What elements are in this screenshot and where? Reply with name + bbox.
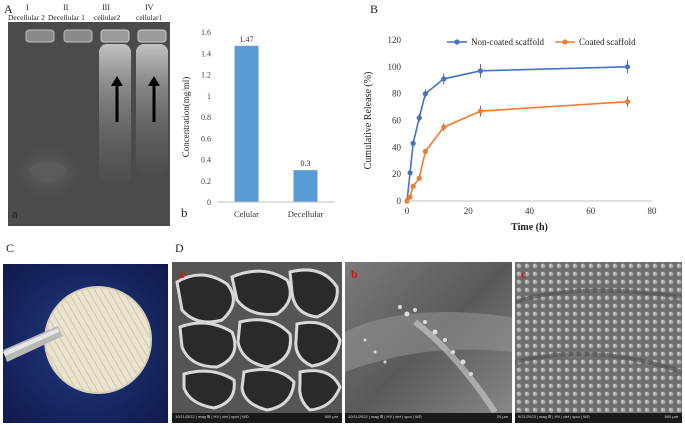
sem-letter-b: b: [351, 267, 358, 281]
legend-marker-0: [454, 39, 460, 45]
line-x-axis-label: Time (h): [511, 222, 548, 233]
line-x-tick-3: 60: [586, 206, 596, 216]
line-y-tick-3: 60: [392, 116, 402, 126]
data-point-1-5: [441, 124, 447, 130]
data-point-0-1: [407, 170, 413, 176]
sem-letter-a: a: [178, 267, 184, 281]
sem-image-a: a 10/11/2022 | mag ⊞ | HV | det | spot |…: [172, 262, 342, 423]
sem-info-bar-b: 10/11/2022 | mag ⊞ | HV | det | spot | W…: [345, 413, 512, 423]
bar-x-tick-0: Celular: [234, 209, 259, 219]
line-y-tick-1: 20: [392, 169, 402, 179]
legend-marker-1: [562, 39, 568, 45]
lane-numeral-1: I: [26, 3, 29, 12]
sem-image-c: c 9/21/2023 | mag ⊞ | HV | det | spot | …: [515, 262, 682, 423]
legend-label-0: Non-coated scaffold: [471, 37, 545, 47]
line-x-tick-0: 0: [405, 206, 410, 216]
sem-letter-c: c: [521, 267, 527, 281]
data-point-1-6: [477, 108, 484, 114]
sem-caption-b: 10/11/2022 | mag ⊞ | HV | det | spot | W…: [348, 414, 422, 419]
line-x-tick-4: 80: [648, 206, 658, 216]
data-point-0-6: [477, 68, 484, 74]
data-point-0-5: [441, 76, 447, 82]
data-point-1-7: [624, 99, 631, 105]
sem-info-bar-c: 9/21/2023 | mag ⊞ | HV | det | spot | WD…: [515, 413, 682, 423]
bar-y-tick-4: 0.8: [201, 113, 211, 122]
series-line-1: [406, 100, 628, 202]
sem-caption-a: 10/11/2022 | mag ⊞ | HV | det | spot | W…: [175, 414, 249, 419]
bar-0: [234, 45, 259, 202]
line-x-tick-1: 20: [464, 206, 474, 216]
bar-y-axis-label: Concentration(mg/ml): [181, 77, 191, 157]
legend-label-1: Coated scaffold: [579, 37, 636, 47]
line-y-tick-2: 40: [392, 142, 402, 152]
lane-numeral-3: III: [102, 3, 110, 12]
bar-x-tick-1: Decellular: [288, 209, 324, 219]
bar-y-tick-2: 0.4: [201, 156, 211, 165]
bar-1: [293, 170, 318, 202]
bar-y-tick-0: 0: [207, 198, 211, 207]
bar-data-label-0: 1.47: [240, 35, 254, 44]
bar-y-tick-5: 1: [207, 92, 211, 101]
sem-caption-c: 9/21/2023 | mag ⊞ | HV | det | spot | WD: [518, 414, 590, 419]
data-point-1-3: [416, 175, 422, 181]
line-y-tick-6: 120: [388, 35, 402, 45]
panel-d-label: D: [175, 241, 184, 255]
sem-scale-b: 20 µm: [496, 414, 508, 419]
line-y-axis-label: Cumulative Release (%): [363, 72, 374, 170]
bar-y-tick-6: 1.2: [201, 71, 211, 80]
bar-y-tick-3: 0.6: [201, 134, 211, 143]
sem-scale-c: 500 µm: [664, 414, 678, 419]
panel-c-label: C: [6, 241, 15, 255]
lane-numeral-4: IV: [145, 3, 154, 12]
bar-y-tick-8: 1.6: [201, 28, 211, 37]
lane-label-4: cellular1: [136, 13, 163, 22]
line-chart: 0 20 40 60 80 100 120 0 20 40 60 80 Non-coated scaf…: [363, 35, 658, 233]
sem-image-b: b 10/11/2022 | mag ⊞ | HV | det | spot |…: [345, 262, 512, 423]
gel-image: [8, 22, 170, 226]
data-point-1-1: [407, 194, 413, 200]
gel-header: I II III IV Decellular 2 Decellular 1 ce…: [8, 2, 170, 24]
line-y-tick-4: 80: [392, 89, 402, 99]
line-y-tick-5: 100: [388, 62, 402, 72]
data-point-0-2: [410, 140, 416, 146]
bar-y-tick-7: 1.4: [201, 49, 211, 58]
subpanel-b-label: b: [181, 205, 188, 220]
sem-info-bar-a: 10/11/2022 | mag ⊞ | HV | det | spot | W…: [172, 413, 342, 423]
panel-b-label: B: [370, 2, 379, 16]
data-point-1-4: [422, 148, 428, 154]
panel-a-label: A: [4, 2, 13, 16]
bar-data-label-1: 0.3: [301, 159, 311, 168]
bar-y-tick-1: 0.2: [201, 177, 211, 186]
subpanel-a-label: a: [12, 206, 18, 221]
lane-label-2: Decellular 1: [48, 13, 85, 22]
lane-label-3: cellular2: [94, 13, 121, 22]
data-point-0-7: [624, 64, 631, 70]
data-point-1-2: [410, 183, 416, 189]
bar-chart: 0 0.2 0.4 0.6 0.8 1 1.2 1.4 1.6 1.47 Celular 0.3 De…: [181, 28, 335, 219]
sem-scale-a: 500 µm: [324, 414, 338, 419]
series-line-0: [406, 66, 628, 202]
chart-legend: Non-coated scaffold Coated scaffold: [447, 37, 636, 47]
line-x-tick-2: 40: [525, 206, 535, 216]
data-point-0-3: [416, 115, 422, 121]
line-y-tick-0: 0: [397, 196, 402, 206]
scaffold-photo: [3, 264, 168, 423]
lane-numeral-2: II: [63, 3, 69, 12]
lane-label-1: Decellular 2: [8, 13, 45, 22]
data-point-0-4: [422, 91, 428, 97]
